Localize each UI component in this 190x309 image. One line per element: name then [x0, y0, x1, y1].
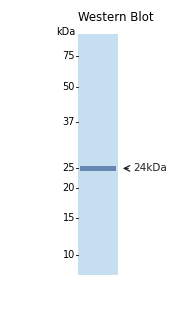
Text: Western Blot: Western Blot	[78, 11, 154, 24]
Text: kDa: kDa	[56, 28, 75, 37]
Text: 50: 50	[63, 82, 75, 91]
Text: 10: 10	[63, 250, 75, 260]
Text: 25: 25	[63, 163, 75, 173]
Text: 75: 75	[63, 51, 75, 61]
Text: 37: 37	[63, 117, 75, 127]
Text: 20: 20	[63, 184, 75, 193]
Bar	[78, 34, 118, 275]
Text: 24kDa: 24kDa	[133, 163, 167, 173]
Bar	[80, 166, 116, 171]
Text: 15: 15	[63, 213, 75, 223]
